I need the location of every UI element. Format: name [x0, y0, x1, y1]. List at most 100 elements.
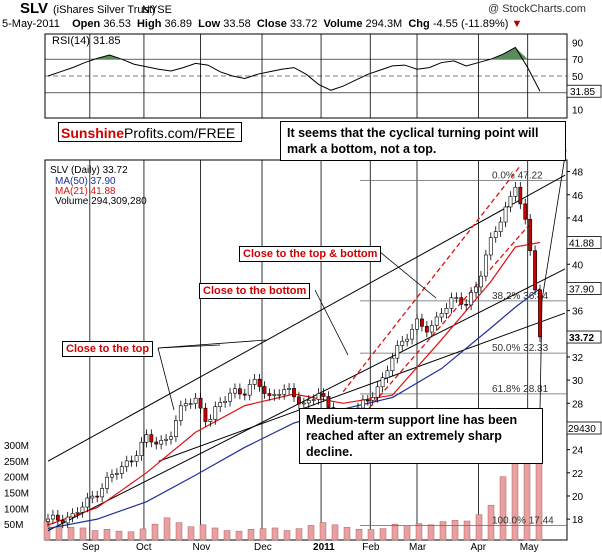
- logo-part1: Sunshine: [61, 125, 125, 141]
- candle-body: [159, 440, 164, 445]
- volume-bar: [331, 524, 339, 541]
- candle-body: [415, 318, 419, 330]
- callout-line: [379, 251, 437, 299]
- high-value: 36.89: [164, 18, 193, 30]
- candle-body: [390, 357, 395, 371]
- low-label: Low: [198, 18, 221, 30]
- candle-body: [90, 495, 95, 499]
- candle-body: [429, 325, 434, 333]
- candle-body: [464, 303, 469, 306]
- candle-body: [449, 297, 454, 309]
- candle-body: [533, 250, 537, 291]
- volume-tick-label: 50M: [4, 520, 23, 531]
- volume-bar: [247, 528, 255, 541]
- high-label: High: [136, 18, 162, 30]
- candle-body: [439, 313, 444, 318]
- volume-bar: [199, 524, 207, 541]
- candle-body: [503, 206, 508, 223]
- volume-bar: [55, 525, 63, 541]
- dashed-trendline: [352, 223, 531, 427]
- candle-body: [114, 473, 119, 475]
- rsi-last-box: [566, 84, 602, 98]
- exchange: NYSE: [142, 4, 172, 16]
- price-tick-label: 28: [572, 399, 584, 410]
- callout-line: [541, 149, 567, 301]
- candle-body: [277, 394, 282, 396]
- candle-body: [228, 392, 232, 402]
- volume-bar: [403, 525, 411, 541]
- candle-body: [193, 397, 198, 404]
- candle-body: [311, 399, 316, 401]
- candle-body: [424, 326, 429, 333]
- volume-bar: [415, 523, 423, 541]
- volume-bar: [439, 521, 447, 541]
- candle-body: [365, 399, 370, 402]
- candle-body: [326, 396, 331, 408]
- volume-bar: [307, 525, 315, 541]
- volume-label: Volume: [323, 18, 363, 30]
- volume-bar: [163, 517, 171, 541]
- x-tick-label: Apr: [471, 542, 487, 552]
- price-tick-label: 24: [572, 446, 584, 457]
- price-last-box: [566, 282, 602, 295]
- candle-body: [493, 231, 498, 238]
- channel-line: [47, 268, 566, 532]
- annotation-top-box: It seems that the cyclical turning point…: [280, 121, 566, 161]
- volume-bar: [343, 527, 351, 541]
- volume-bar: [103, 528, 111, 541]
- volume-last-box: [566, 421, 602, 435]
- volume-bar: [511, 454, 519, 541]
- volume-bar: [67, 527, 75, 541]
- candle-body: [469, 292, 474, 306]
- volume-tick-label: 300M: [4, 441, 29, 452]
- candle-body: [237, 388, 242, 395]
- candle-body: [395, 345, 400, 359]
- volume-tick-label: 200M: [4, 473, 29, 484]
- candle-body: [65, 516, 70, 524]
- candle-body: [498, 221, 503, 232]
- label-close-bottom: Close to the bottom: [199, 283, 311, 299]
- callout-line: [314, 289, 349, 356]
- price-tick-label: 36: [572, 307, 584, 318]
- sunshine-profits-logo: SunshineProfits.com/FREE: [58, 122, 242, 142]
- close-label: Close: [256, 18, 287, 30]
- rsi-last-label: 31.85: [570, 87, 595, 98]
- logo-part2: Profits.com/FREE: [124, 125, 236, 141]
- candle-body: [360, 399, 365, 409]
- candle-body: [164, 438, 168, 441]
- volume-bar: [259, 528, 267, 541]
- candle-body: [483, 254, 488, 277]
- volume-bar: [391, 523, 399, 541]
- candle-body: [479, 275, 483, 288]
- candle-body: [149, 434, 154, 443]
- candle-body: [119, 466, 124, 474]
- price-tick-label: 20: [572, 492, 584, 503]
- price-last-label: 37.90: [569, 285, 594, 296]
- price-tick-label: 40: [572, 260, 584, 271]
- security-name: (iShares Silver Trust): [53, 4, 156, 16]
- x-tick-label: Mar: [409, 542, 427, 552]
- candle-body: [134, 455, 139, 462]
- down-arrow-icon: ▼: [511, 18, 523, 30]
- legend-ma21: MA(21) 41.88: [55, 186, 116, 197]
- candle-body: [233, 388, 237, 394]
- callout-line: [157, 339, 267, 349]
- candle-body: [321, 393, 326, 397]
- volume-bar: [175, 522, 183, 541]
- candle-body: [124, 460, 129, 467]
- annotation-bottom-box: Medium-term support line has been reache…: [299, 408, 543, 464]
- label-close-top-bottom: Close to the top & bottom: [239, 246, 382, 262]
- volume-bar: [187, 526, 195, 541]
- volume-bar: [283, 530, 291, 541]
- candle-body: [474, 286, 478, 293]
- candle-body: [272, 394, 277, 396]
- candle-body: [100, 488, 105, 498]
- rsi-tick-label: 10: [572, 106, 584, 117]
- candle-body: [410, 328, 414, 340]
- x-tick-label: Sep: [82, 542, 100, 552]
- candle-body: [242, 393, 247, 396]
- volume-bar: [235, 530, 243, 541]
- candle-body: [528, 218, 533, 251]
- channel-line: [47, 174, 566, 462]
